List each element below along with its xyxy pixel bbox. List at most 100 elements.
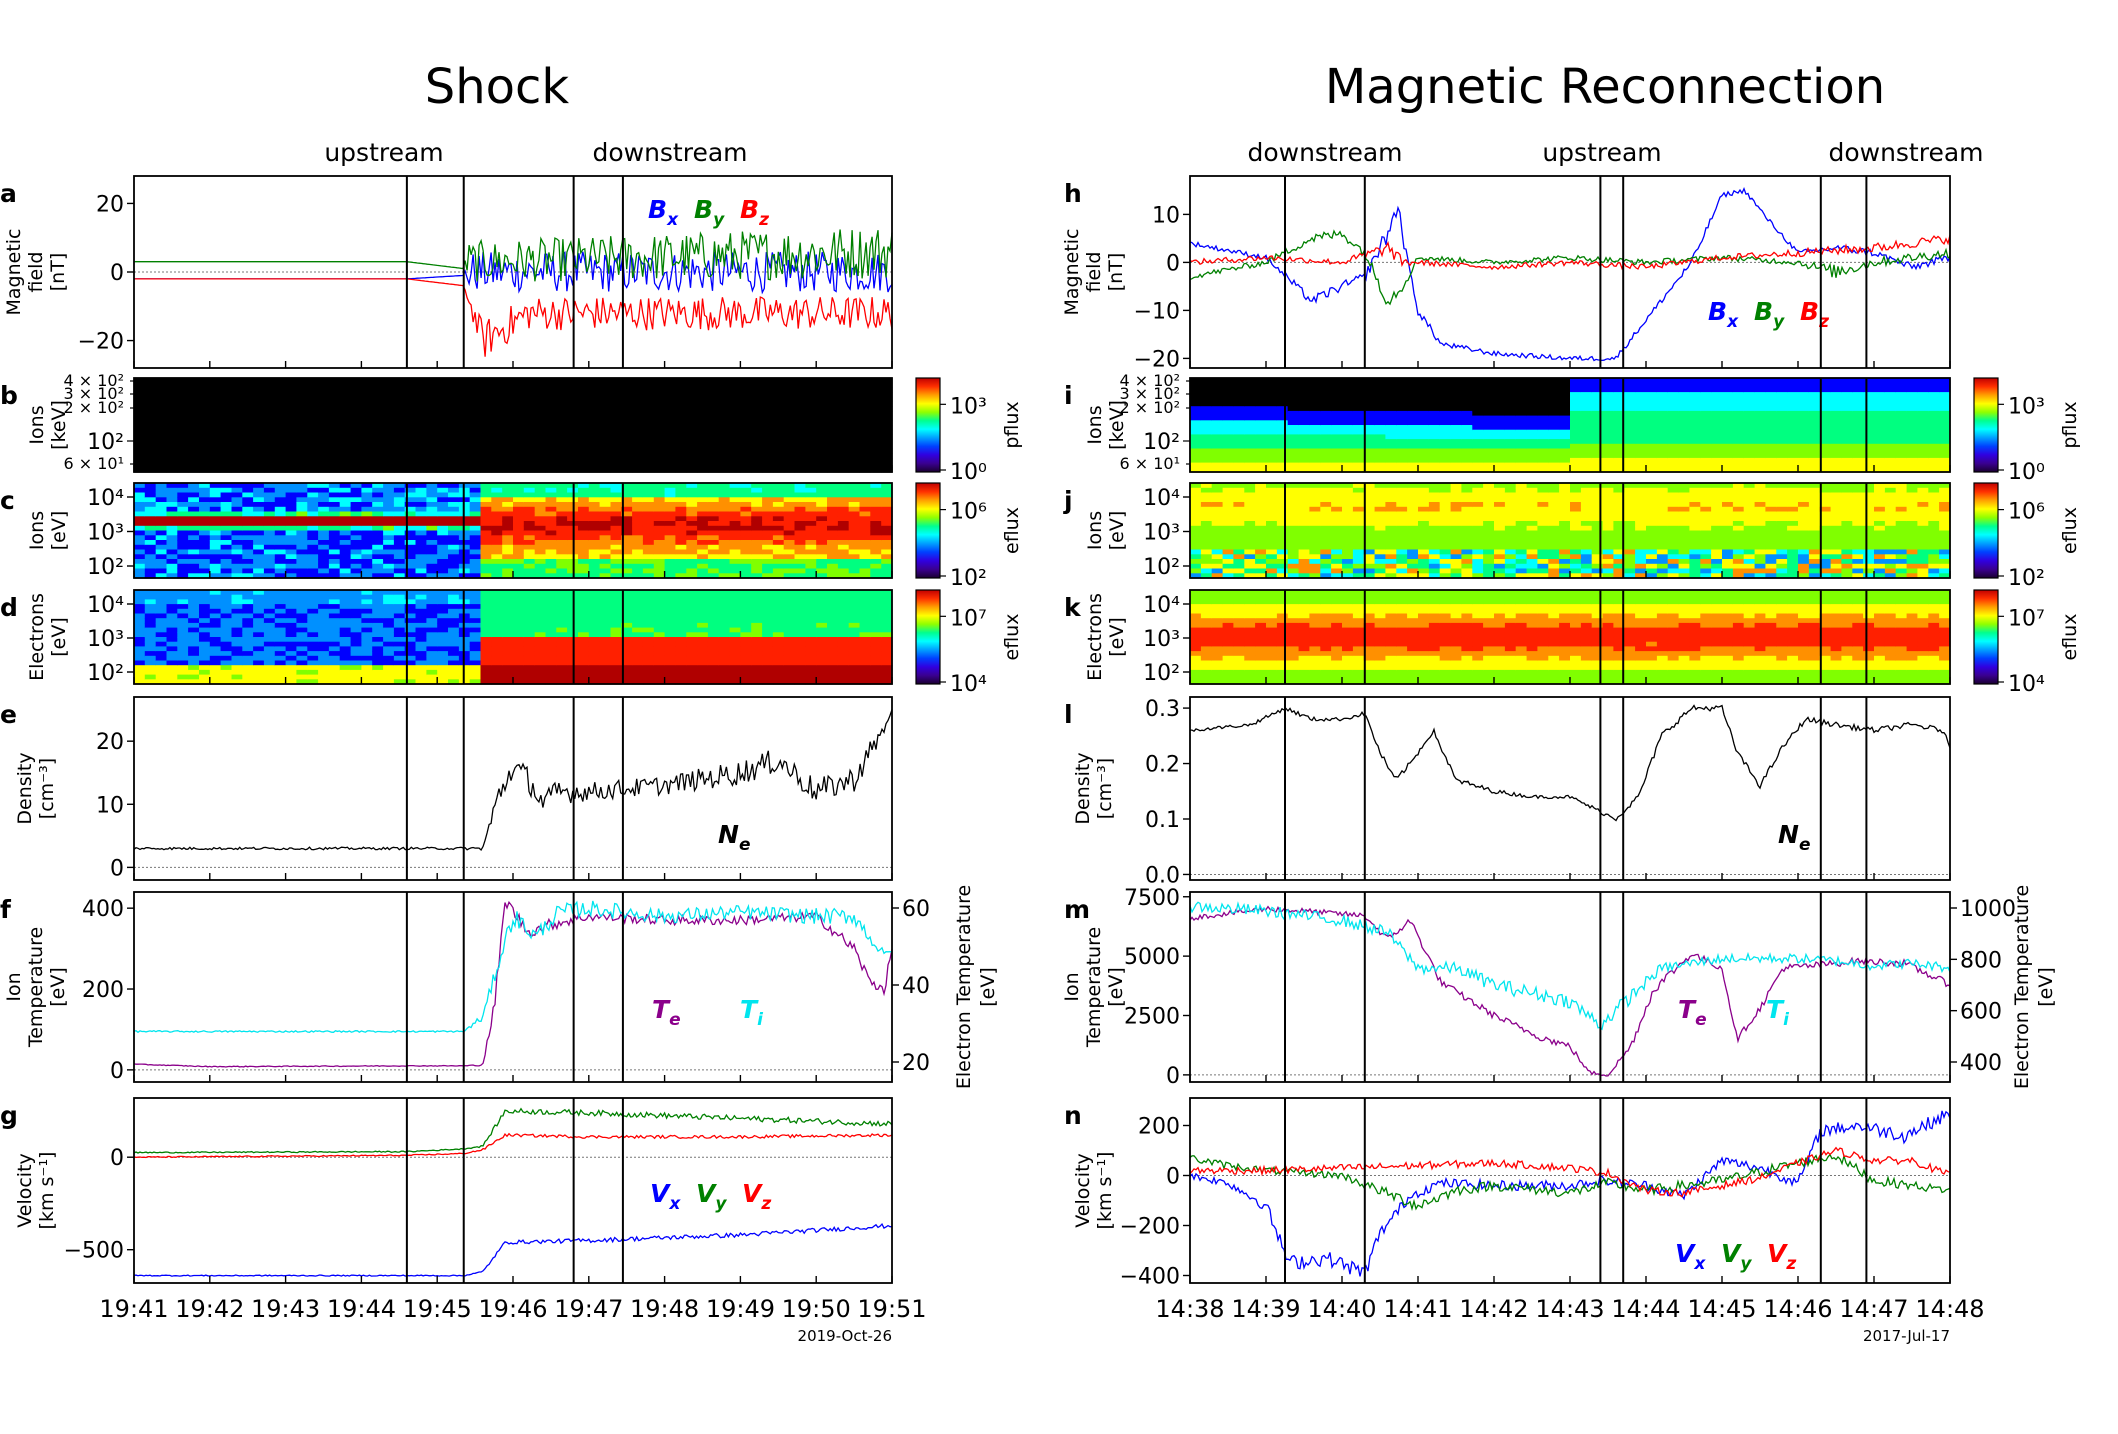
spectrogram-cell: [513, 568, 525, 574]
spectrogram-cell: [285, 410, 297, 417]
spectrogram-cell: [1439, 467, 1452, 473]
spectrogram-cell: [296, 637, 308, 643]
spectrogram-cell: [502, 434, 514, 440]
spectrogram-cell: [653, 525, 666, 532]
spectrogram-cell: [448, 594, 460, 600]
spectrogram-cell: [610, 511, 622, 517]
x-tick-label: 19:41: [99, 1295, 168, 1323]
spectrogram-cell: [177, 387, 189, 393]
spectrogram-cell: [502, 462, 514, 468]
spectrogram-cell: [1200, 378, 1213, 384]
spectrogram-cell: [448, 483, 460, 489]
colorbar-tick-label: 10²: [950, 566, 987, 591]
spectrogram-cell: [632, 434, 644, 440]
spectrogram-cell: [783, 669, 796, 676]
spectrogram-cell: [318, 420, 330, 426]
spectrogram-cell: [426, 425, 438, 431]
spectrogram-cell: [837, 453, 850, 459]
spectrogram-cell: [448, 622, 460, 629]
spectrogram-cell: [772, 462, 785, 468]
spectrogram-cell: [848, 608, 861, 615]
spectrogram-cell: [199, 549, 211, 555]
spectrogram-cell: [599, 392, 611, 398]
spectrogram-cell: [263, 434, 276, 440]
spectrogram-cell: [523, 511, 536, 517]
spectrogram-cell: [762, 599, 774, 605]
spectrogram-cell: [675, 604, 687, 610]
spectrogram-cell: [664, 613, 676, 619]
spectrogram-cell: [491, 448, 503, 454]
spectrogram-cell: [805, 378, 817, 384]
spectrogram-cell: [870, 387, 882, 393]
spectrogram-cell: [296, 651, 308, 657]
spectrogram-cell: [1244, 453, 1256, 459]
spectrogram-cell: [469, 627, 482, 633]
spectrogram-cell: [134, 674, 146, 680]
spectrogram-cell: [632, 618, 644, 624]
spectrogram-cell: [177, 618, 189, 624]
spectrogram-cell: [1287, 387, 1300, 393]
spectrogram-cell: [740, 506, 752, 513]
spectrogram-cell: [794, 443, 806, 450]
spectrogram-cell: [578, 549, 590, 555]
spectrogram-cell: [199, 434, 211, 440]
spectrogram-cell: [383, 599, 395, 605]
spectrogram-cell: [144, 492, 157, 498]
spectrogram-cell: [870, 590, 882, 596]
spectrogram-cell: [1331, 429, 1343, 435]
spectrogram-cell: [588, 425, 601, 431]
spectrogram-cell: [350, 443, 362, 450]
spectrogram-cell: [285, 420, 297, 426]
spectrogram-cell: [199, 535, 211, 541]
spectrogram-cell: [848, 641, 861, 647]
spectrogram-cell: [599, 453, 611, 459]
spectrogram-cell: [523, 646, 536, 652]
spectrogram-cell: [134, 568, 146, 574]
spectrogram-cell: [263, 525, 276, 532]
spectrogram-cell: [1428, 382, 1441, 388]
spectrogram-cell: [415, 487, 427, 494]
spectrogram-cell: [729, 410, 741, 417]
spectrogram-cell: [253, 443, 265, 450]
spectrogram-cell: [534, 382, 547, 388]
spectrogram-cell: [177, 665, 189, 671]
spectrogram-cell: [827, 425, 839, 431]
spectrogram-cell: [480, 632, 492, 638]
spectrogram-cell: [642, 521, 655, 527]
spectrogram-cell: [881, 506, 893, 513]
spectrogram-cell: [1255, 401, 1267, 407]
spectrogram-cell: [621, 540, 633, 546]
spectrogram-cell: [231, 637, 243, 643]
spectrogram-cell: [697, 387, 709, 393]
spectrogram-cell: [350, 497, 362, 503]
spectrogram-cell: [415, 434, 427, 440]
spectrogram-cell: [339, 669, 352, 676]
spectrogram-cell: [502, 492, 514, 498]
spectrogram-cell: [805, 608, 817, 615]
spectrogram-cell: [1363, 420, 1376, 426]
spectrogram-cell: [1418, 415, 1430, 421]
spectrogram-cell: [588, 540, 601, 546]
spectrogram-cell: [1266, 434, 1278, 440]
spectrogram-cell: [816, 387, 828, 393]
spectrogram-cell: [350, 679, 362, 685]
spectrogram-cell: [762, 429, 774, 435]
region-label: downstream: [1247, 138, 1402, 167]
spectrogram-cell: [285, 387, 297, 393]
spectrogram-cell: [632, 563, 644, 570]
spectrogram-cell: [578, 483, 590, 489]
spectrogram-cell: [794, 406, 806, 412]
spectrogram-cell: [653, 439, 666, 445]
spectrogram-cell: [144, 415, 157, 421]
spectrogram-cell: [578, 535, 590, 541]
spectrogram-cell: [448, 410, 460, 417]
spectrogram-cell: [599, 382, 611, 388]
spectrogram-cell: [220, 669, 232, 676]
spectrogram-cell: [469, 535, 482, 541]
spectrogram-cell: [740, 535, 752, 541]
spectrogram-cell: [751, 679, 763, 685]
spectrogram-cell: [1266, 420, 1278, 426]
spectrogram-cell: [318, 549, 330, 555]
spectrogram-cell: [762, 669, 774, 676]
spectrogram-cell: [209, 492, 222, 498]
